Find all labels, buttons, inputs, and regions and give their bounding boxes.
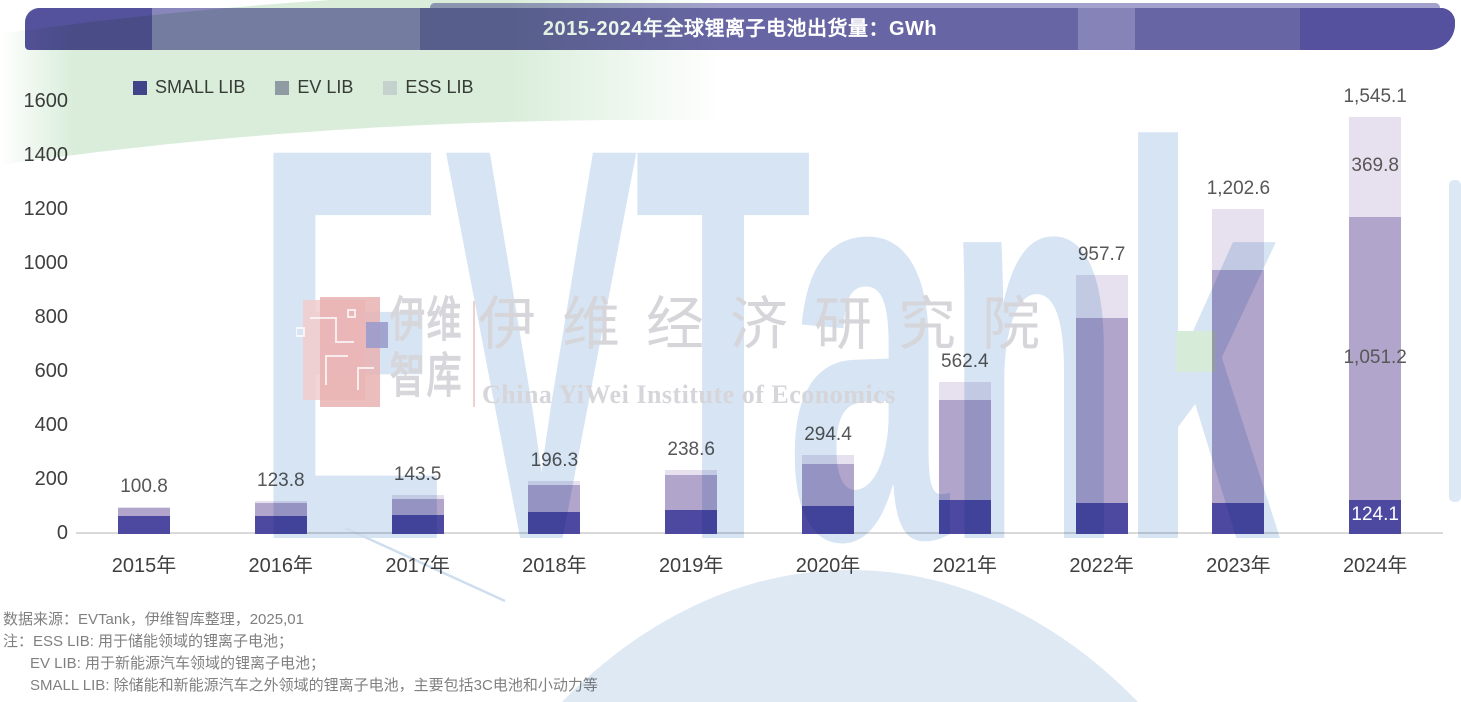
bar-2020-ess-lib [802,454,854,465]
segment-label-2024-small: 124.1 [1351,504,1399,526]
x-axis-label-2022: 2022年 [1069,555,1134,577]
y-axis-tick-200: 200 [34,468,68,490]
bar-2024-small-lib [1349,500,1402,534]
total-label-2018: 196.3 [530,449,579,471]
x-axis-label-2023: 2023年 [1206,555,1271,577]
x-axis-label-2017: 2017年 [385,555,450,577]
total-label-2023: 1,202.6 [1206,178,1271,200]
total-label-2020: 294.4 [804,423,852,445]
bar-2022-small-lib [1075,503,1128,534]
bar-2017-ev-lib [391,498,444,516]
banner-shade-dark-right [1300,8,1455,50]
x-axis-label-2015: 2015年 [111,555,177,577]
bar-2024-ess-lib [1349,116,1402,217]
bar-2019-small-lib [665,509,718,534]
y-axis-tick-800: 800 [34,306,68,328]
bar-2015-small-lib [118,516,170,534]
bar-2018-ev-lib [528,485,581,513]
x-axis-label-2018: 2018年 [522,555,587,577]
bar-2016-ess-lib [254,500,307,504]
total-label-2015: 100.8 [120,475,168,497]
bar-2018-ess-lib [528,480,581,486]
total-label-2021: 562.4 [941,351,989,373]
bar-2019-ess-lib [665,469,718,476]
segment-label-2024-ev: 1,051.2 [1343,346,1407,368]
y-axis-tick-1200: 1200 [23,198,69,220]
y-axis-tick-0: 0 [56,522,68,544]
x-axis-label-2020: 2020年 [795,555,861,577]
segment-label-2024-ess: 369.8 [1351,154,1399,176]
x-axis-label-2016: 2016年 [248,555,314,577]
bar-2021-ess-lib [938,382,991,401]
x-axis-label-2021: 2021年 [932,555,998,577]
y-axis-tick-400: 400 [34,414,68,436]
bar-2022-ess-lib [1075,275,1128,319]
bar-2023-ess-lib [1212,209,1265,270]
bar-2021-ev-lib [938,400,991,501]
bar-2015-ess-lib [118,506,170,509]
x-axis-line [76,532,1443,534]
y-axis-tick-600: 600 [34,360,68,382]
total-label-2022: 957.7 [1077,244,1126,266]
y-axis-tick-1600: 1600 [23,90,69,112]
bar-2017-ess-lib [391,495,444,499]
footer-note-ev: EV LIB: 用于新能源汽车领域的锂离子电池； [30,655,326,672]
total-label-2024: 1,545.1 [1343,85,1407,107]
bar-2022-ev-lib [1075,318,1128,504]
bar-2023-ev-lib [1212,269,1265,504]
footer-notes: 数据来源：EVTank，伊维智库整理，2025,01 注：ESS LIB: 用于… [3,609,598,697]
bar-2021-small-lib [938,500,991,534]
footer-note-small: SMALL LIB: 除储能和新能源汽车之外领域的锂离子电池，主要包括3C电池和… [30,677,598,694]
total-label-2016: 123.8 [257,469,305,491]
bar-2019-ev-lib [665,475,718,510]
bar-2020-ev-lib [802,464,854,506]
bar-2016-small-lib [254,515,307,534]
banner-shade-light-right [1078,8,1135,50]
y-axis-tick-1400: 1400 [23,144,69,166]
bar-2023-small-lib [1212,503,1265,534]
total-label-2017: 143.5 [393,464,442,486]
bar-2017-small-lib [391,515,444,534]
bar-2015-ev-lib [118,508,170,517]
y-axis-tick-1000: 1000 [23,252,69,274]
footer-source-line: 数据来源：EVTank，伊维智库整理，2025,01 [3,611,304,628]
x-axis-label-2019: 2019年 [658,555,724,577]
bar-2020-small-lib [802,505,854,534]
footer-note-ess: 注：ESS LIB: 用于储能领域的锂离子电池； [3,633,294,650]
total-label-2019: 238.6 [667,438,715,460]
bar-2018-small-lib [528,512,581,534]
bar-2024-ev-lib [1349,216,1402,501]
banner-back-strip [430,3,1440,12]
x-axis-label-2024: 2024年 [1342,555,1408,577]
bar-2016-ev-lib [254,503,307,516]
